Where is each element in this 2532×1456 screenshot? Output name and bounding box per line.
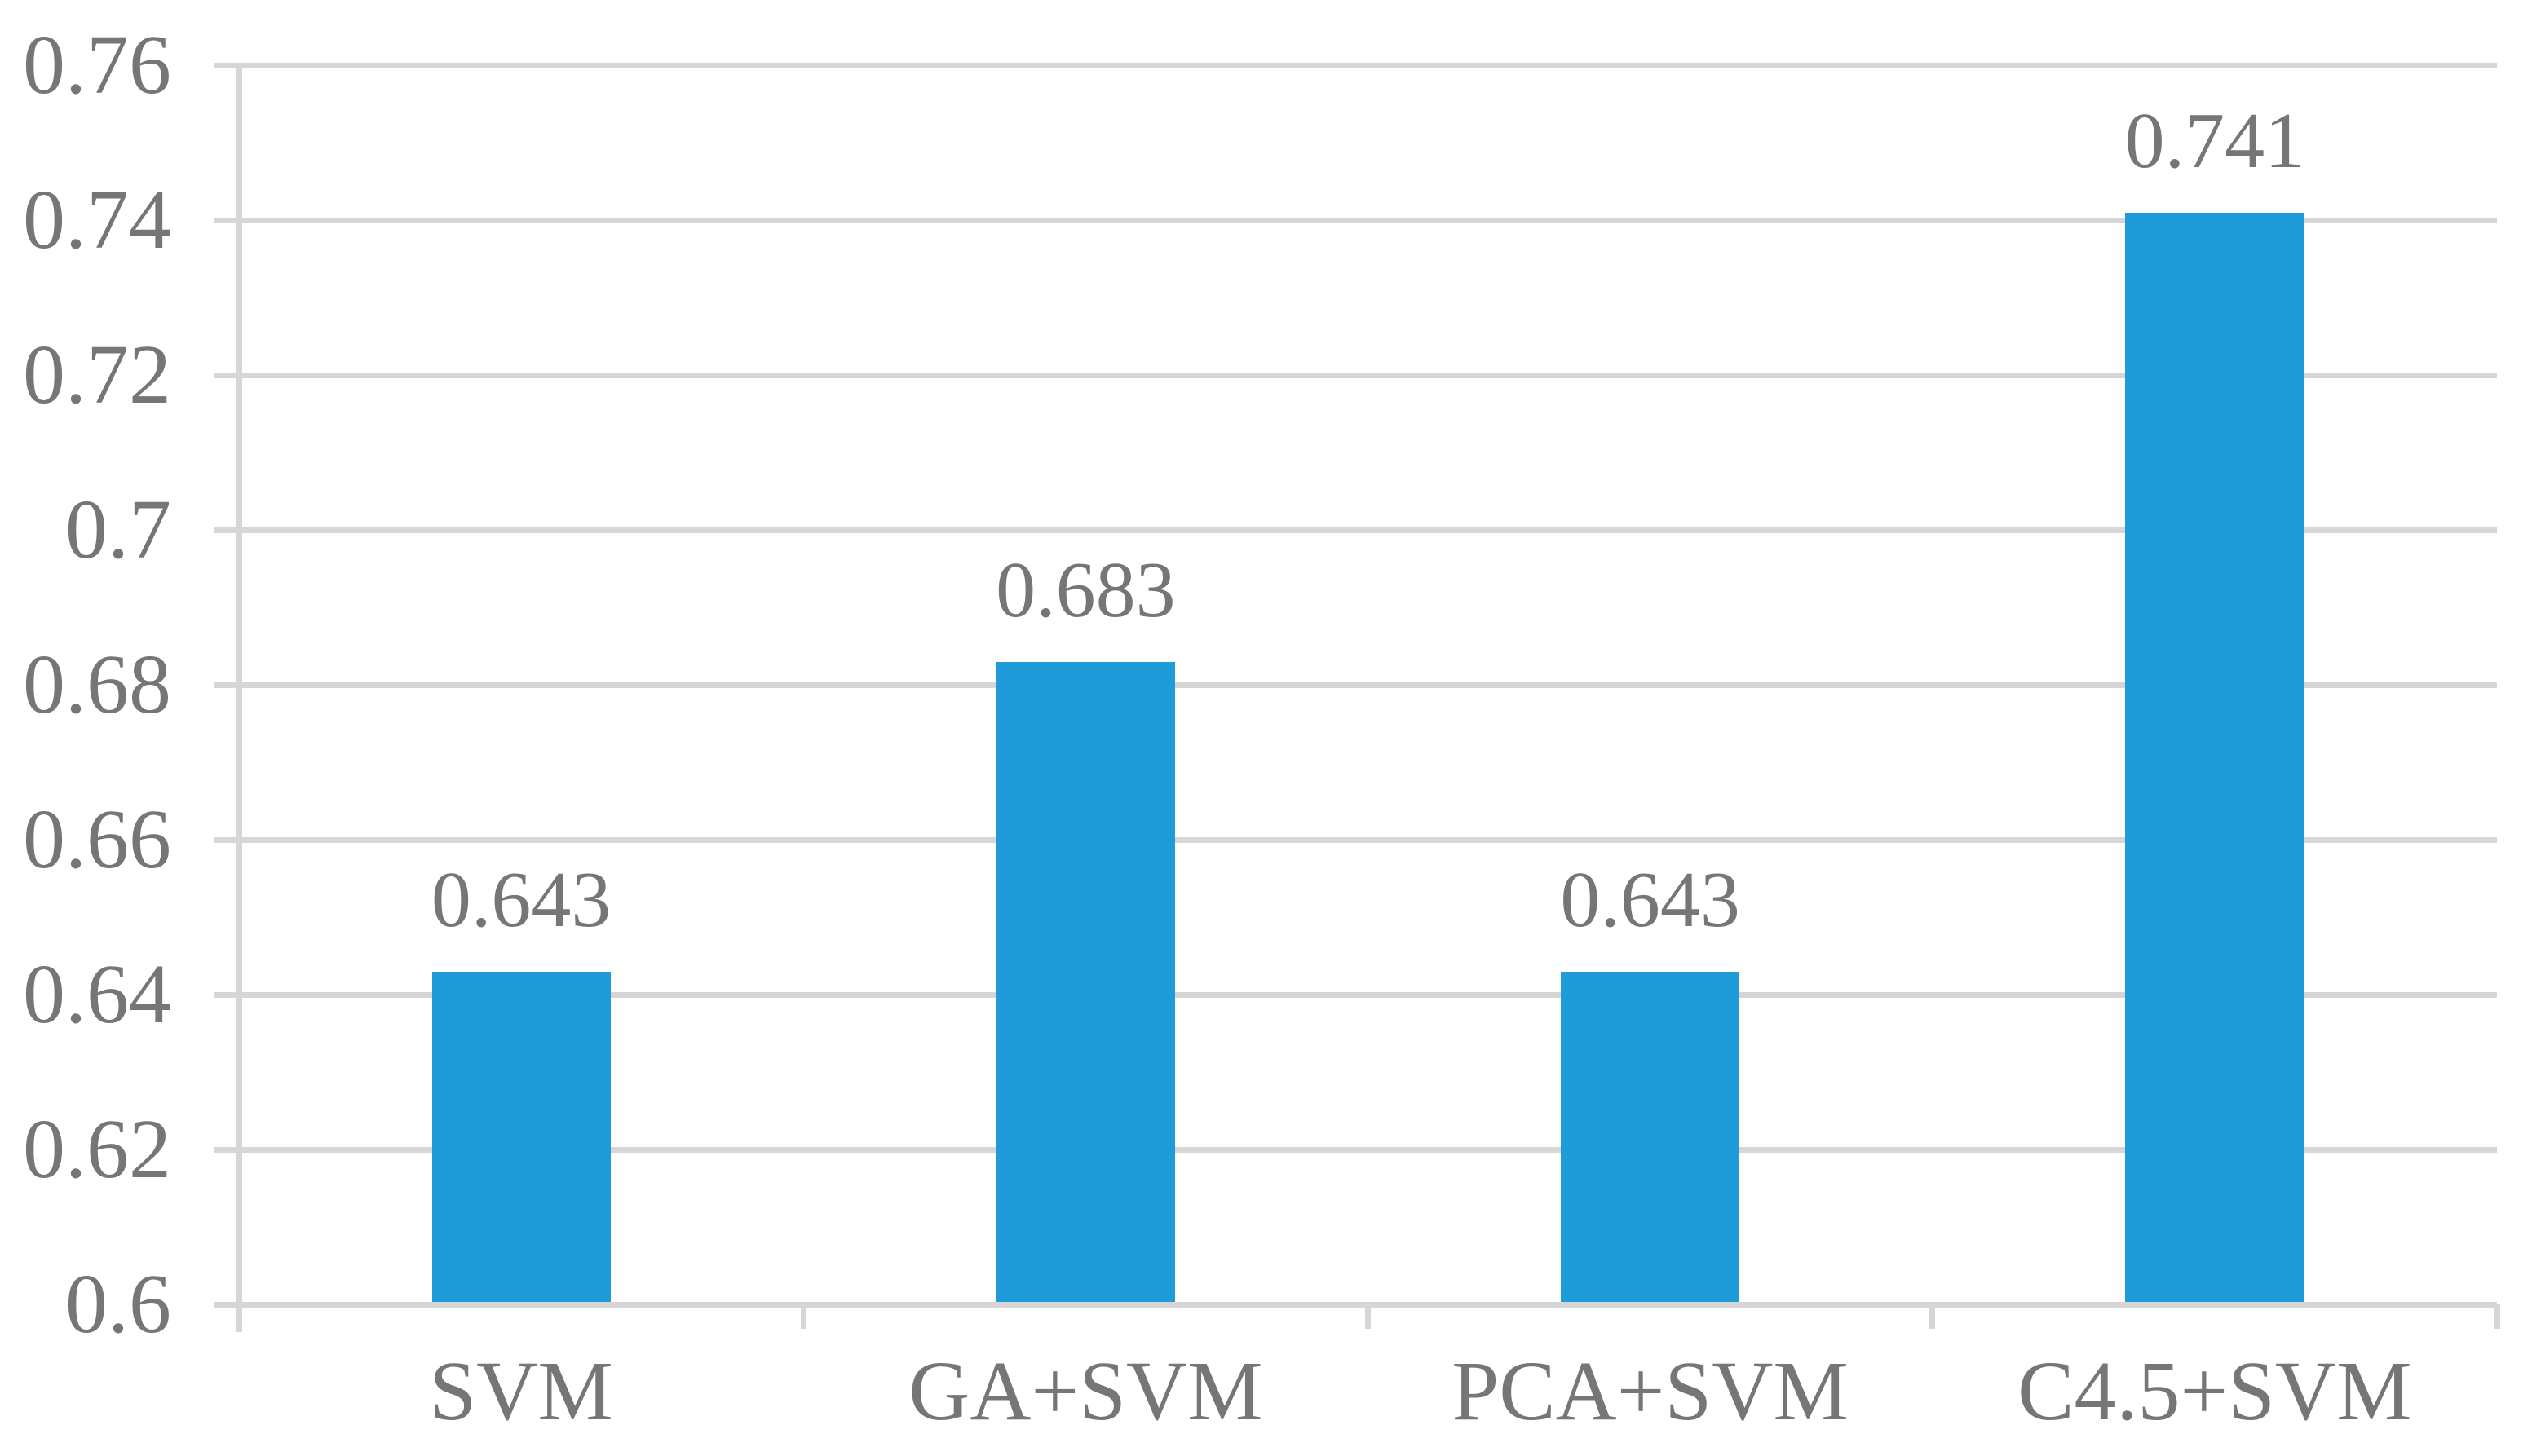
gridline (239, 1146, 2497, 1153)
y-axis-tick (214, 62, 239, 68)
bar-ga-svm (996, 661, 1175, 1302)
gridline (239, 836, 2497, 843)
y-axis-tick-label: 0.66 (23, 792, 171, 886)
y-axis-tick-label: 0.62 (23, 1102, 171, 1196)
x-category-label-svm: SVM (429, 1344, 613, 1438)
y-axis-tick (214, 217, 239, 223)
x-axis-tick (1929, 1304, 1936, 1329)
y-axis-line (236, 62, 242, 1332)
y-axis-tick-label: 0.6 (65, 1257, 171, 1351)
y-axis-tick-label: 0.68 (23, 638, 171, 731)
y-axis-tick-label: 0.72 (23, 328, 171, 421)
x-category-label-c4-5-svm: C4.5+SVM (2017, 1344, 2412, 1438)
x-axis-tick (800, 1304, 806, 1329)
bar-c4-5-svm (2125, 212, 2304, 1302)
y-axis-tick (214, 372, 239, 378)
y-axis-tick-label: 0.7 (65, 483, 171, 576)
gridline (239, 217, 2497, 223)
y-axis-tick (214, 682, 239, 688)
x-category-label-pca-svm: PCA+SVM (1452, 1344, 1849, 1438)
bar-value-label-pca-svm: 0.643 (1560, 855, 1740, 944)
bar-pca-svm (1561, 971, 1740, 1302)
y-axis-tick (214, 527, 239, 533)
y-axis-tick (214, 991, 239, 998)
bar-value-label-c4-5-svm: 0.741 (2124, 96, 2305, 185)
y-axis-tick (214, 1146, 239, 1153)
gridline (239, 527, 2497, 533)
x-category-label-ga-svm: GA+SVM (908, 1344, 1263, 1438)
bar-value-label-ga-svm: 0.683 (996, 545, 1176, 634)
gridline (239, 991, 2497, 998)
bar-svm (431, 971, 611, 1302)
gridline (239, 62, 2497, 68)
x-axis-tick (2494, 1304, 2500, 1329)
y-axis-tick (214, 836, 239, 843)
y-axis-tick-label: 0.76 (23, 18, 171, 112)
y-axis-tick-label: 0.64 (23, 947, 171, 1041)
bar-value-label-svm: 0.643 (431, 855, 612, 944)
x-axis-tick (236, 1304, 242, 1329)
gridline (239, 682, 2497, 688)
gridline (239, 372, 2497, 378)
y-axis-tick-label: 0.74 (23, 173, 171, 267)
x-axis-tick (1365, 1304, 1371, 1329)
y-axis-tick (214, 1301, 239, 1308)
